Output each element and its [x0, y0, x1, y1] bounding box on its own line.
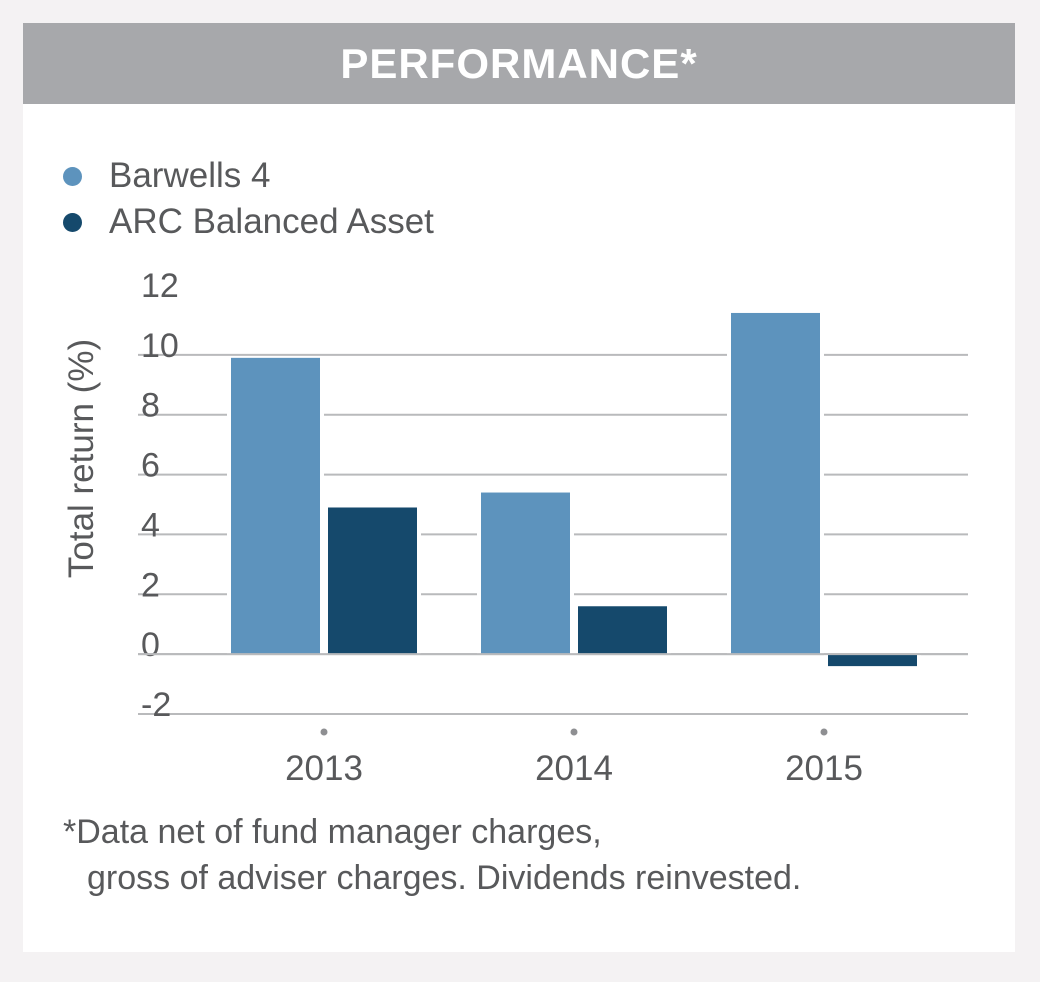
page-title: PERFORMANCE*: [340, 39, 698, 87]
bar-2013-series-1: [231, 357, 320, 655]
y-tick-label: 8: [141, 387, 160, 425]
bar-2014-series-1: [481, 492, 570, 655]
footnote-line-1: *Data net of fund manager charges,: [63, 813, 602, 851]
bar-2013-series-2: [328, 507, 417, 655]
y-tick-label: 6: [141, 447, 160, 485]
x-tick-dot: [320, 728, 328, 736]
legend-item-arc: ARC Balanced Asset: [63, 199, 434, 245]
chart-legend: Barwells 4 ARC Balanced Asset: [63, 153, 434, 245]
x-tick-label: 2013: [285, 749, 363, 788]
bar-2014-series-2: [578, 606, 667, 655]
footnote-line-2: gross of adviser charges. Dividends rein…: [87, 859, 802, 897]
legend-label-series-2: ARC Balanced Asset: [109, 202, 434, 241]
bar-chart: 12 10 8 6 4 2 0 -2 Total return (%) 2013 2014 2015: [62, 267, 968, 788]
legend-dot-series-2: [63, 212, 82, 232]
y-tick-label: 0: [141, 626, 160, 664]
x-tick-dot: [820, 728, 828, 736]
y-tick-label: -2: [141, 686, 171, 724]
y-tick-label: 12: [141, 267, 179, 305]
y-tick-label: 10: [141, 327, 179, 365]
header-bar: PERFORMANCE*: [23, 23, 1015, 104]
x-tick-dot: [570, 728, 578, 736]
performance-card: PERFORMANCE* Barwells 4 ARC Balanced Ass…: [23, 23, 1015, 952]
legend-item-barwells: Barwells 4: [63, 153, 434, 199]
x-tick-label: 2015: [785, 749, 863, 788]
legend-label-series-1: Barwells 4: [109, 156, 271, 195]
y-tick-label: 4: [141, 506, 160, 544]
bar-2015-series-1: [731, 312, 820, 655]
bar-2015-series-2: [828, 654, 917, 667]
legend-dot-series-1: [63, 166, 82, 186]
footnote: *Data net of fund manager charges, gross…: [63, 809, 801, 901]
x-tick-label: 2014: [535, 749, 613, 788]
y-axis-title: Total return (%): [62, 339, 101, 578]
y-tick-label: 2: [141, 566, 160, 604]
